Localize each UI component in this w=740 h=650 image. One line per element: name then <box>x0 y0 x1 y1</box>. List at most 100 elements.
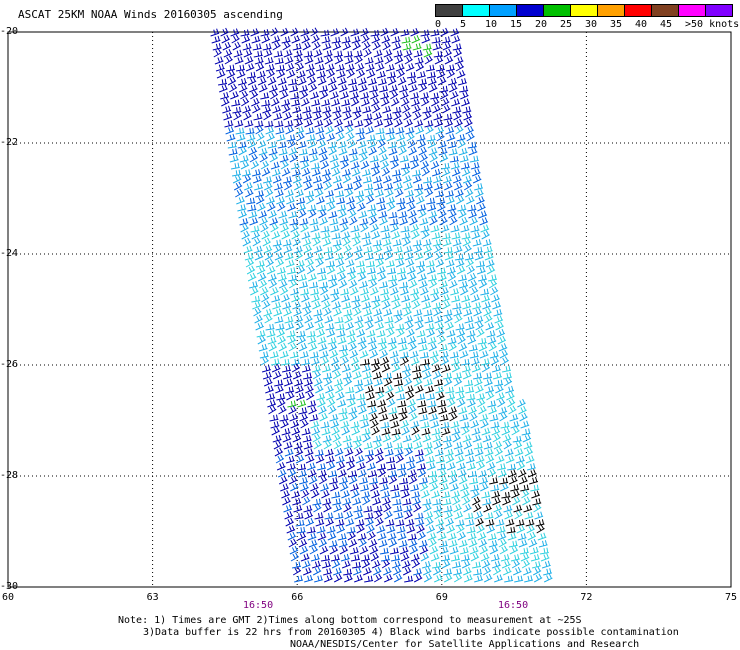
wind-barb <box>533 503 542 513</box>
wind-barb <box>327 202 336 212</box>
wind-barb <box>431 36 441 44</box>
wind-barb <box>332 42 342 51</box>
wind-barb <box>373 505 383 513</box>
wind-barb <box>389 84 398 93</box>
wind-barb <box>470 420 480 429</box>
wind-barb <box>412 175 422 184</box>
wind-barb <box>298 209 307 219</box>
wind-barb <box>404 252 414 261</box>
wind-barb <box>320 356 330 366</box>
wind-barb <box>332 301 342 310</box>
wind-barb <box>389 413 399 422</box>
wind-barb <box>420 225 430 233</box>
wind-barb <box>528 469 537 478</box>
wind-barb <box>355 321 364 331</box>
wind-barb <box>262 176 273 184</box>
wind-barb <box>280 160 289 170</box>
wind-barb <box>280 483 289 492</box>
wind-barb <box>302 41 311 51</box>
wind-barb <box>492 301 502 310</box>
wind-barb <box>308 469 317 478</box>
wind-barb <box>414 512 424 520</box>
wind-barb <box>472 561 481 569</box>
wind-barb <box>277 202 286 212</box>
wind-barb <box>364 253 374 261</box>
wind-barb <box>446 329 456 338</box>
wind-barb <box>330 288 340 296</box>
wind-barb <box>383 308 393 317</box>
wind-barb <box>257 202 266 212</box>
wind-barb <box>351 295 361 303</box>
wind-barb <box>372 497 382 506</box>
wind-barb <box>359 350 369 359</box>
wind-barb <box>458 342 468 352</box>
wind-barb <box>276 69 286 79</box>
wind-barb <box>375 517 384 527</box>
wind-barb <box>435 518 445 527</box>
wind-barb <box>440 554 450 562</box>
wind-barb <box>311 427 321 436</box>
wind-barb <box>307 532 317 541</box>
wind-barb <box>230 162 240 170</box>
wind-barb <box>454 253 464 261</box>
wind-barb <box>459 85 469 93</box>
wind-barb <box>543 568 553 576</box>
wind-barb <box>385 127 395 135</box>
wind-barb <box>350 161 360 170</box>
wind-barb <box>491 427 501 436</box>
wind-barb <box>311 364 321 373</box>
wind-barb <box>304 119 313 128</box>
wind-barb <box>495 455 505 464</box>
wind-barb <box>341 364 351 373</box>
wind-barb <box>302 301 312 310</box>
wind-barb <box>342 434 352 443</box>
wind-barb <box>333 111 342 121</box>
wind-barb <box>441 559 451 569</box>
wind-barb <box>367 400 377 408</box>
wind-barb <box>323 111 332 121</box>
wind-barb <box>353 505 363 513</box>
wind-barb <box>374 119 384 128</box>
wind-barb <box>316 328 326 338</box>
wind-barb <box>384 574 393 583</box>
wind-barb <box>402 434 412 443</box>
wind-barb <box>341 294 351 303</box>
wind-barb <box>293 504 303 513</box>
wind-barb <box>283 245 293 254</box>
wind-barb <box>339 413 349 422</box>
wind-barb <box>241 97 250 107</box>
wind-barb <box>508 469 517 478</box>
wind-barb <box>284 316 294 324</box>
wind-barb <box>309 545 319 555</box>
wind-barb <box>395 259 405 268</box>
wind-barb <box>344 183 354 191</box>
wind-barb <box>241 35 251 44</box>
wind-barb <box>436 328 445 338</box>
wind-barb <box>473 307 482 317</box>
legend-label: 15 <box>510 19 523 30</box>
wind-barb <box>452 496 461 506</box>
wind-barb <box>480 288 490 296</box>
wind-barb <box>291 168 301 177</box>
wind-barb <box>491 560 501 569</box>
wind-barb <box>424 120 434 128</box>
wind-barb <box>457 335 466 345</box>
wind-barb <box>537 532 547 541</box>
wind-barb <box>336 265 346 275</box>
wind-barb <box>373 112 382 121</box>
wind-barb <box>499 477 509 485</box>
wind-barb <box>442 175 452 184</box>
wind-barb <box>403 245 413 254</box>
wind-barb <box>389 547 399 555</box>
wind-barb <box>445 64 455 72</box>
wind-barb <box>518 539 528 548</box>
wind-barb <box>327 337 337 345</box>
wind-barb <box>288 147 298 156</box>
wind-barb <box>315 188 324 198</box>
wind-barb <box>317 76 327 86</box>
wind-barb <box>362 301 372 310</box>
wind-barb <box>309 218 319 226</box>
wind-barb <box>359 280 368 289</box>
wind-barb <box>336 197 346 205</box>
wind-barb <box>369 477 379 485</box>
